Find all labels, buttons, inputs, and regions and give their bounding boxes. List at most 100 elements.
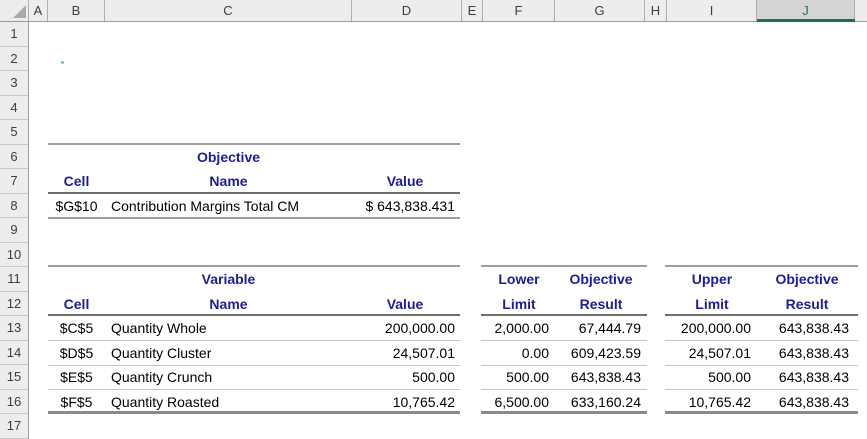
column-header-E[interactable]: E (462, 0, 483, 21)
column-header-I[interactable]: I (667, 0, 757, 21)
upper-objective-result[interactable]: 643,838.43 (778, 393, 849, 410)
upper-objective-result[interactable]: 643,838.43 (778, 319, 849, 336)
lower-limit-table-bottom-border (481, 411, 647, 414)
lower-limit-subheader[interactable]: Limit (502, 295, 536, 312)
row-header[interactable]: 5 (0, 120, 28, 145)
variable-table-title[interactable]: Variable (201, 271, 256, 287)
variable-row-separator (48, 389, 460, 390)
lower-limit-value[interactable]: 0.00 (521, 344, 549, 361)
lower-objective-result[interactable]: 67,444.79 (578, 319, 641, 336)
objective-table-title[interactable]: Objective (196, 148, 261, 165)
variable-header-cell[interactable]: Cell (63, 295, 90, 312)
lower-objective-result[interactable]: 633,160.24 (570, 393, 641, 410)
lower-row-separator (481, 340, 647, 341)
objective-header-cell[interactable]: Cell (63, 173, 90, 189)
variable-row-cell-ref[interactable]: $C$5 (59, 319, 94, 336)
lower-objective-result[interactable]: 643,838.43 (570, 369, 641, 385)
row-header[interactable]: 16 (0, 390, 28, 414)
row-header[interactable]: 17 (0, 414, 28, 439)
select-all-triangle-icon (13, 5, 26, 18)
upper-limit-value[interactable]: 500.00 (708, 369, 751, 385)
lower-limit-header[interactable]: Lower (498, 271, 540, 287)
upper-result-subheader[interactable]: Result (785, 295, 829, 312)
upper-limit-header-underline (665, 313, 858, 316)
upper-row-separator (665, 340, 858, 341)
row-header-bar (0, 22, 29, 439)
upper-limit-value[interactable]: 200,000.00 (680, 319, 751, 336)
column-header-D[interactable]: D (352, 0, 462, 21)
objective-header-value[interactable]: Value (386, 173, 424, 189)
upper-row-separator (665, 389, 858, 390)
upper-limit-table-top-border (665, 265, 858, 267)
row-header[interactable]: 2 (0, 47, 28, 71)
objective-table-top-border (48, 142, 460, 145)
row-header[interactable]: 9 (0, 218, 28, 243)
lower-objective-result[interactable]: 609,423.59 (570, 344, 641, 361)
row-header[interactable]: 11 (0, 267, 28, 292)
row-header[interactable]: 6 (0, 145, 28, 169)
variable-header-name[interactable]: Name (209, 295, 248, 312)
lower-row-separator (481, 364, 647, 366)
select-all-corner[interactable] (0, 0, 29, 21)
variable-row-name[interactable]: Quantity Whole (111, 319, 207, 336)
column-header-B[interactable]: B (48, 0, 105, 21)
objective-table-bottom-border (48, 216, 460, 219)
lower-limit-header-underline (481, 313, 647, 316)
variable-header-value[interactable]: Value (386, 295, 424, 312)
row-header[interactable]: 7 (0, 169, 28, 194)
column-header-A[interactable]: A (29, 0, 48, 21)
variable-row-separator (48, 364, 460, 366)
variable-table-top-border (48, 265, 460, 267)
upper-objective-result[interactable]: 643,838.43 (778, 369, 849, 385)
column-header-C[interactable]: C (105, 0, 352, 21)
row-header[interactable]: 3 (0, 71, 28, 96)
row-header[interactable]: 14 (0, 341, 28, 365)
lower-objective-header[interactable]: Objective (569, 271, 633, 287)
objective-row-cell-ref[interactable]: $G$10 (55, 197, 98, 214)
variable-row-name[interactable]: Quantity Crunch (111, 369, 213, 385)
selected-column-underline (757, 19, 855, 22)
upper-limit-value[interactable]: 10,765.42 (688, 393, 751, 410)
upper-limit-subheader[interactable]: Limit (695, 295, 729, 312)
variable-table-bottom-border (48, 411, 460, 414)
upper-limit-table-bottom-border (665, 411, 858, 414)
row-header[interactable]: 13 (0, 316, 28, 341)
lower-result-subheader[interactable]: Result (579, 295, 623, 312)
row-header[interactable]: 4 (0, 96, 28, 120)
lower-limit-value[interactable]: 2,000.00 (494, 319, 550, 336)
lower-limit-value[interactable]: 6,500.00 (494, 393, 550, 410)
objective-header-name[interactable]: Name (209, 173, 248, 189)
column-header-G[interactable]: G (555, 0, 645, 21)
column-header-partial[interactable] (855, 0, 867, 21)
column-header-F[interactable]: F (483, 0, 555, 21)
variable-header-underline (48, 313, 460, 316)
column-header-H[interactable]: H (645, 0, 667, 21)
variable-row-cell-ref[interactable]: $F$5 (60, 393, 93, 410)
upper-objective-header[interactable]: Objective (775, 271, 839, 287)
objective-row-value[interactable]: $ 643,838.431 (365, 197, 455, 214)
variable-row-cell-ref[interactable]: $E$5 (60, 369, 93, 385)
row-header[interactable]: 15 (0, 365, 28, 390)
row-header[interactable]: 10 (0, 243, 28, 267)
upper-limit-header[interactable]: Upper (691, 271, 733, 287)
upper-objective-result[interactable]: 643,838.43 (778, 344, 849, 361)
variable-row-value[interactable]: 24,507.01 (392, 344, 455, 361)
variable-row-value[interactable]: 200,000.00 (384, 319, 455, 336)
row-header[interactable]: 8 (0, 194, 28, 218)
column-header-bar (0, 0, 867, 22)
row-header[interactable]: 1 (0, 22, 28, 47)
lower-limit-value[interactable]: 500.00 (506, 369, 549, 385)
objective-header-underline (48, 191, 460, 194)
variable-row-name[interactable]: Quantity Roasted (111, 393, 220, 410)
variable-row-value[interactable]: 500.00 (412, 369, 455, 385)
lower-row-separator (481, 389, 647, 390)
upper-row-separator (665, 364, 858, 366)
column-header-J-selected[interactable]: J (757, 0, 855, 21)
stray-marker-dot (61, 61, 64, 64)
upper-limit-value[interactable]: 24,507.01 (688, 344, 751, 361)
variable-row-cell-ref[interactable]: $D$5 (59, 344, 94, 361)
row-header[interactable]: 12 (0, 292, 28, 316)
variable-row-name[interactable]: Quantity Cluster (111, 344, 212, 361)
objective-row-name[interactable]: Contribution Margins Total CM (111, 197, 300, 214)
variable-row-value[interactable]: 10,765.42 (392, 393, 455, 410)
